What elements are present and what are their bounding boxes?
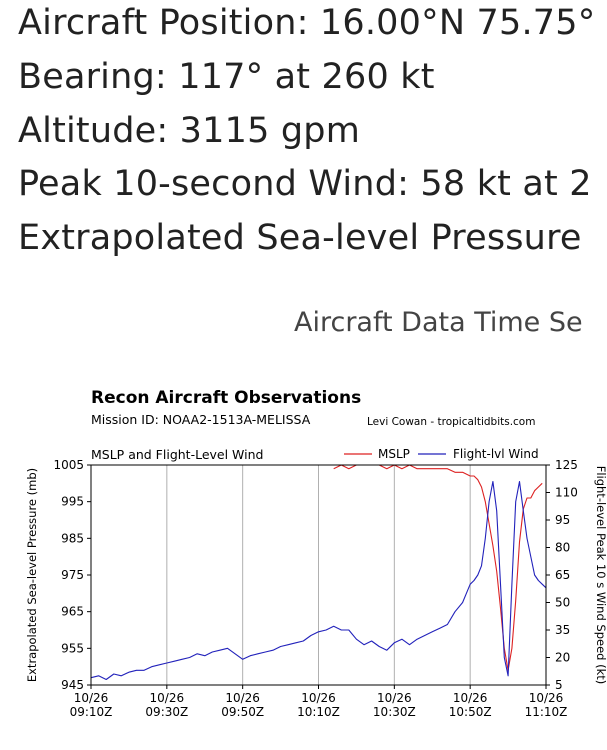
- bearing-text: Bearing: 117° at 260 kt: [18, 57, 435, 97]
- axis-ticks: 10/26 09:10Z 10/26 09:30Z 10/26 09:50Z 10/26 10…: [53, 458, 577, 719]
- x-tick-label: 10/26 10:50Z: [449, 691, 492, 719]
- chart-subtitle: MSLP and Flight-Level Wind: [91, 447, 263, 462]
- y-right-tick-label: 80: [555, 541, 570, 555]
- chart-credit: Levi Cowan - tropicaltidbits.com: [367, 416, 535, 428]
- y-left-tick-label: 985: [61, 531, 84, 545]
- aircraft-position-text: Aircraft Position: 16.00°N 75.75°: [18, 3, 596, 43]
- mission-id: Mission ID: NOAA2-1513A-MELISSA: [91, 412, 311, 427]
- y-left-tick-label: 1005: [53, 458, 84, 472]
- x-tick-label: 10/26 10:30Z: [373, 691, 416, 719]
- section-title: Aircraft Data Time Se: [294, 307, 583, 338]
- recon-chart: Recon Aircraft Observations Mission ID: …: [25, 388, 607, 719]
- y-left-tick-label: 995: [61, 495, 84, 509]
- y-left-tick-label: 955: [61, 641, 84, 655]
- x-tick-label: 10/26 09:50Z: [221, 691, 264, 719]
- y-left-tick-label: 965: [61, 605, 84, 619]
- series-layer: [90, 464, 547, 681]
- y-right-tick-label: 65: [555, 568, 570, 582]
- y-right-tick-label: 20: [555, 651, 570, 665]
- y-right-tick-label: 5: [555, 678, 563, 692]
- x-tick-label: 10/26 11:10Z: [525, 691, 568, 719]
- chart-title: Recon Aircraft Observations: [91, 388, 361, 408]
- peak-wind-text: Peak 10-second Wind: 58 kt at 2: [18, 164, 592, 204]
- mslp-series-line: [333, 464, 543, 671]
- x-tick-label: 10/26 10:10Z: [297, 691, 340, 719]
- grid-lines: [166, 465, 471, 685]
- legend-mslp-label: MSLP: [378, 447, 410, 461]
- altitude-text: Altitude: 3115 gpm: [18, 111, 361, 151]
- flight-wind-series-line: [90, 480, 547, 681]
- sea-level-pressure-text: Extrapolated Sea-level Pressure: [18, 218, 582, 258]
- y-left-tick-label: 975: [61, 568, 84, 582]
- legend-wind-label: Flight-lvl Wind: [453, 447, 539, 461]
- x-tick-label: 10/26 09:30Z: [145, 691, 188, 719]
- y-right-tick-label: 50: [555, 596, 570, 610]
- y-axis-right-label: Flight-level Peak 10 s Wind Speed (kt): [594, 466, 607, 685]
- y-right-tick-label: 95: [555, 513, 570, 527]
- y-right-tick-label: 35: [555, 623, 570, 637]
- x-tick-label: 10/26 09:10Z: [70, 691, 113, 719]
- y-right-tick-label: 110: [555, 486, 578, 500]
- legend: MSLP Flight-lvl Wind: [344, 447, 539, 461]
- y-left-tick-label: 945: [61, 678, 84, 692]
- y-right-tick-label: 125: [555, 458, 578, 472]
- y-axis-left-label: Extrapolated Sea-level Pressure (mb): [25, 468, 39, 682]
